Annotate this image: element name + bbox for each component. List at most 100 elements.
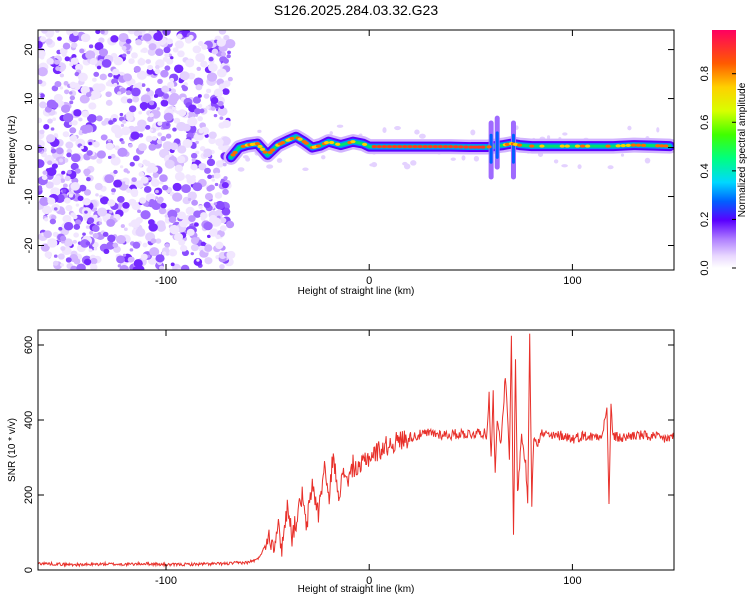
ridge-peak [417, 144, 423, 149]
noise-blob [75, 203, 80, 207]
ridge-peak [630, 143, 636, 147]
noise-blob [178, 78, 184, 84]
noise-blob [174, 171, 185, 182]
noise-blob [78, 117, 83, 122]
noise-blob [160, 69, 169, 78]
ridge-peak [452, 145, 459, 149]
ridge-peak [267, 150, 273, 155]
noise-blob [225, 220, 235, 229]
noise-blob [125, 90, 132, 96]
noise-blob [225, 39, 236, 49]
ridge-peak [442, 144, 449, 149]
noise-blob [126, 50, 131, 55]
noise-blob [73, 258, 81, 265]
noise-blob [140, 94, 151, 104]
noise-blob [87, 113, 97, 123]
noise-blob [219, 225, 227, 232]
noise-blob [111, 188, 116, 193]
noise-blob [193, 108, 201, 115]
noise-blob [58, 226, 63, 231]
noise-blob [64, 175, 71, 182]
noise-blob [77, 72, 88, 82]
ridge-peak [447, 144, 454, 149]
noise-blob [414, 129, 420, 135]
noise-blob [156, 139, 163, 145]
noise-blob [170, 262, 175, 267]
noise-blob [221, 51, 227, 57]
noise-blob [95, 30, 101, 35]
noise-blob [88, 102, 97, 110]
noise-blob [154, 196, 159, 200]
noise-blob [161, 85, 170, 93]
noise-blob [38, 117, 43, 124]
noise-blob [110, 35, 119, 43]
noise-blob [137, 58, 146, 66]
ridge-peak [381, 144, 388, 149]
noise-blob [90, 90, 101, 100]
noise-blob [108, 120, 114, 125]
ridge-peak [468, 145, 474, 149]
noise-blob [169, 224, 180, 235]
noise-blob [178, 109, 187, 117]
noise-blob [105, 99, 113, 106]
noise-blob [66, 148, 73, 154]
noise-blob [70, 57, 79, 65]
noise-blob [120, 96, 129, 104]
noise-blob [190, 252, 194, 256]
noise-blob [155, 65, 160, 70]
noise-blob [47, 208, 53, 213]
noise-blob [60, 178, 66, 183]
noise-blob [55, 30, 60, 33]
noise-blob [59, 209, 66, 216]
spectrogram-frame [37, 29, 675, 271]
noise-blob [222, 162, 227, 167]
colorbar-gradient [712, 30, 736, 268]
snr-ytick-label: 600 [23, 336, 35, 354]
noise-blob [546, 135, 551, 140]
noise-blob [207, 174, 213, 180]
noise-blob [46, 58, 54, 65]
noise-blob [170, 56, 174, 60]
noise-blob [119, 165, 124, 169]
ridge-peak [257, 144, 263, 149]
noise-blob [84, 172, 89, 177]
noise-blob [55, 147, 64, 155]
noise-blob [41, 175, 48, 181]
noise-blob [215, 241, 224, 250]
noise-blob [79, 48, 85, 54]
spectrogram-y-ticks: -20 -10 0 10 20 [23, 43, 674, 253]
noise-blob [150, 178, 160, 187]
noise-blob [470, 129, 476, 136]
noise-blob [63, 238, 73, 247]
noise-blob [193, 222, 199, 227]
noise-blob [221, 181, 229, 189]
noise-blob [207, 234, 211, 239]
noise-blob [198, 128, 205, 134]
spectrogram-x-ticks: -100 0 100 [155, 30, 582, 287]
ridge-peak [659, 144, 665, 148]
noise-blob [227, 50, 231, 55]
noise-blob [68, 193, 73, 198]
noise-blob [201, 245, 205, 250]
noise-blob [204, 257, 213, 265]
noise-blob [211, 217, 222, 227]
ridge-peak [371, 144, 377, 149]
noise-blob [83, 124, 94, 133]
noise-blob [107, 199, 116, 207]
ridge-peak [350, 140, 356, 144]
noise-blob [196, 258, 200, 262]
noise-blob [562, 132, 568, 136]
noise-blob [93, 214, 98, 219]
noise-blob [138, 197, 147, 204]
noise-blob [102, 231, 109, 237]
noise-blob [146, 166, 154, 174]
ridge-peak [516, 143, 523, 147]
ridge-peak [240, 144, 246, 148]
snr-x-ticks: -100 0 100 [155, 330, 582, 587]
noise-blob [163, 93, 169, 99]
ridge-peak [376, 144, 382, 149]
noise-blob [80, 145, 84, 150]
colorbar-label: Normalized spectral amplitude [737, 82, 748, 217]
ridge-peak [280, 141, 286, 145]
